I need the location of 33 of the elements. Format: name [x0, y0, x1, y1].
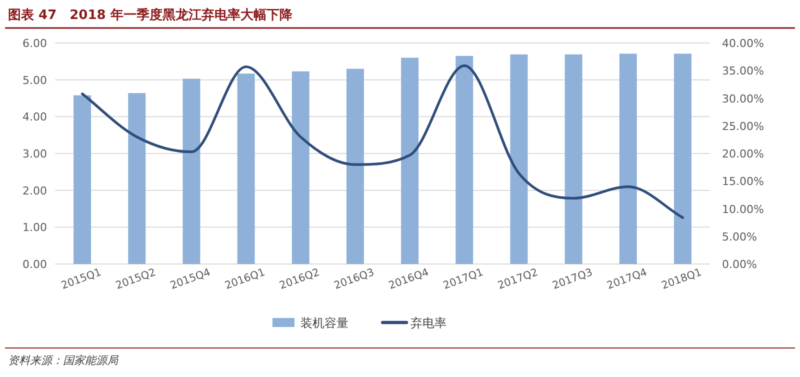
bar — [182, 78, 200, 264]
legend-label: 弃电率 — [410, 316, 446, 330]
y2-tick-label: 40.00% — [722, 37, 764, 50]
y-tick-label: 5.00 — [22, 74, 47, 87]
bar — [456, 56, 474, 264]
y2-tick-label: 25.00% — [722, 120, 764, 133]
y2-tick-label: 10.00% — [722, 202, 764, 216]
y2-tick-label: 5.00% — [722, 230, 757, 244]
y2-tick-label: 20.00% — [722, 148, 764, 160]
bar — [510, 54, 528, 264]
y-tick-label: 6.00 — [22, 37, 47, 50]
y-tick-label: 0.00 — [22, 258, 47, 271]
bar — [74, 95, 92, 264]
y-tick-label: 1.00 — [22, 221, 47, 234]
bar — [619, 54, 637, 264]
y-tick-label: 3.00 — [22, 148, 47, 160]
y2-tick-label: 0.00% — [722, 258, 757, 271]
bar — [237, 74, 255, 264]
bar — [564, 54, 582, 264]
bar — [401, 58, 419, 264]
bar — [292, 71, 310, 264]
legend-label: 装机容量 — [300, 316, 348, 330]
y-tick-label: 2.00 — [22, 184, 47, 198]
bar — [346, 68, 364, 264]
line-series — [80, 64, 684, 219]
text: 资料来源：国家能源局 — [8, 354, 119, 367]
bar — [128, 93, 146, 264]
y2-tick-label: 15.00% — [722, 175, 764, 188]
bar — [674, 54, 692, 264]
y2-tick-label: 30.00% — [722, 92, 764, 106]
y2-tick-label: 35.00% — [722, 64, 764, 78]
chart-title: 图表 47 2018 年一季度黑龙江弃电率大幅下降 — [8, 7, 294, 23]
y-tick-label: 4.00 — [22, 110, 47, 124]
